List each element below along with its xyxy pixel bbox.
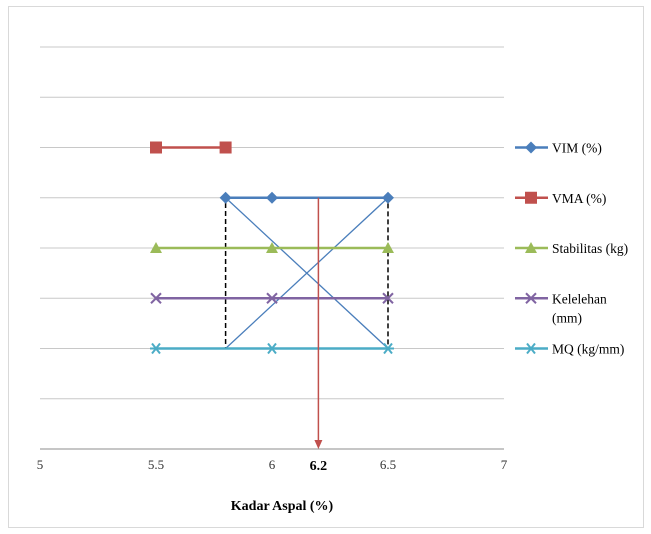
chart-frame [8,6,644,528]
data-point-star [266,342,278,355]
cross-line [225,197,389,349]
gridlines [40,46,504,400]
legend-item: VMA (%) [515,191,606,206]
x-tick-labels: 5 5.5 6 6.5 7 [37,457,508,472]
x-tick-label: 6.5 [380,457,396,472]
data-point-diamond [266,191,278,204]
data-point-triangle [525,242,537,253]
legend-label: Stabilitas (kg) [552,241,628,256]
star-stroke [383,342,393,355]
data-point-triangle [382,242,394,253]
legend-item: Kelelehan (mm) [515,291,607,325]
data-point-triangle [266,242,278,253]
data-point-star [525,342,537,355]
data-point-diamond [219,191,232,204]
legend-label: Kelelehan [552,291,607,306]
annotations-back [224,197,389,350]
legend: VIM (%) VMA (%) Stabilitas (kg) Kelelehan (m… [515,141,628,357]
x-tick-label: 7 [501,457,508,472]
data-point-square [150,141,162,154]
legend-item: MQ (kg/mm) [515,342,624,357]
x-tick-label: 5.5 [148,457,164,472]
x-stroke [266,292,278,304]
annotations-front [314,197,323,449]
data-point-square [525,191,537,204]
legend-item: Stabilitas (kg) [515,241,628,256]
legend-label: (mm) [552,310,582,325]
x-tick-label: 5 [37,457,44,472]
data-point-square [219,141,232,154]
data-point-x [382,292,394,304]
data-point-diamond [382,191,394,204]
data-point-x [525,292,537,304]
data-point-star [382,342,394,355]
optimum-label: 6.2 [310,459,328,474]
x-axis-label: Kadar Aspal (%) [231,499,334,514]
legend-label: VIM (%) [552,141,602,156]
series-layer [150,141,394,355]
star-stroke [267,342,277,355]
data-point-x [266,292,278,304]
legend-label: VMA (%) [552,191,606,206]
data-point-star [150,342,162,355]
data-point-diamond [525,141,537,154]
star-stroke [526,342,536,355]
x-stroke [150,292,162,304]
optimum-arrow-head [314,440,323,449]
x-tick-label: 6 [269,457,276,472]
star-stroke [151,342,161,355]
legend-item: VIM (%) [515,141,602,156]
data-point-x [150,292,162,304]
x-stroke [382,292,394,304]
legend-label: MQ (kg/mm) [552,342,624,357]
x-stroke [525,292,537,304]
data-point-triangle [150,242,162,253]
